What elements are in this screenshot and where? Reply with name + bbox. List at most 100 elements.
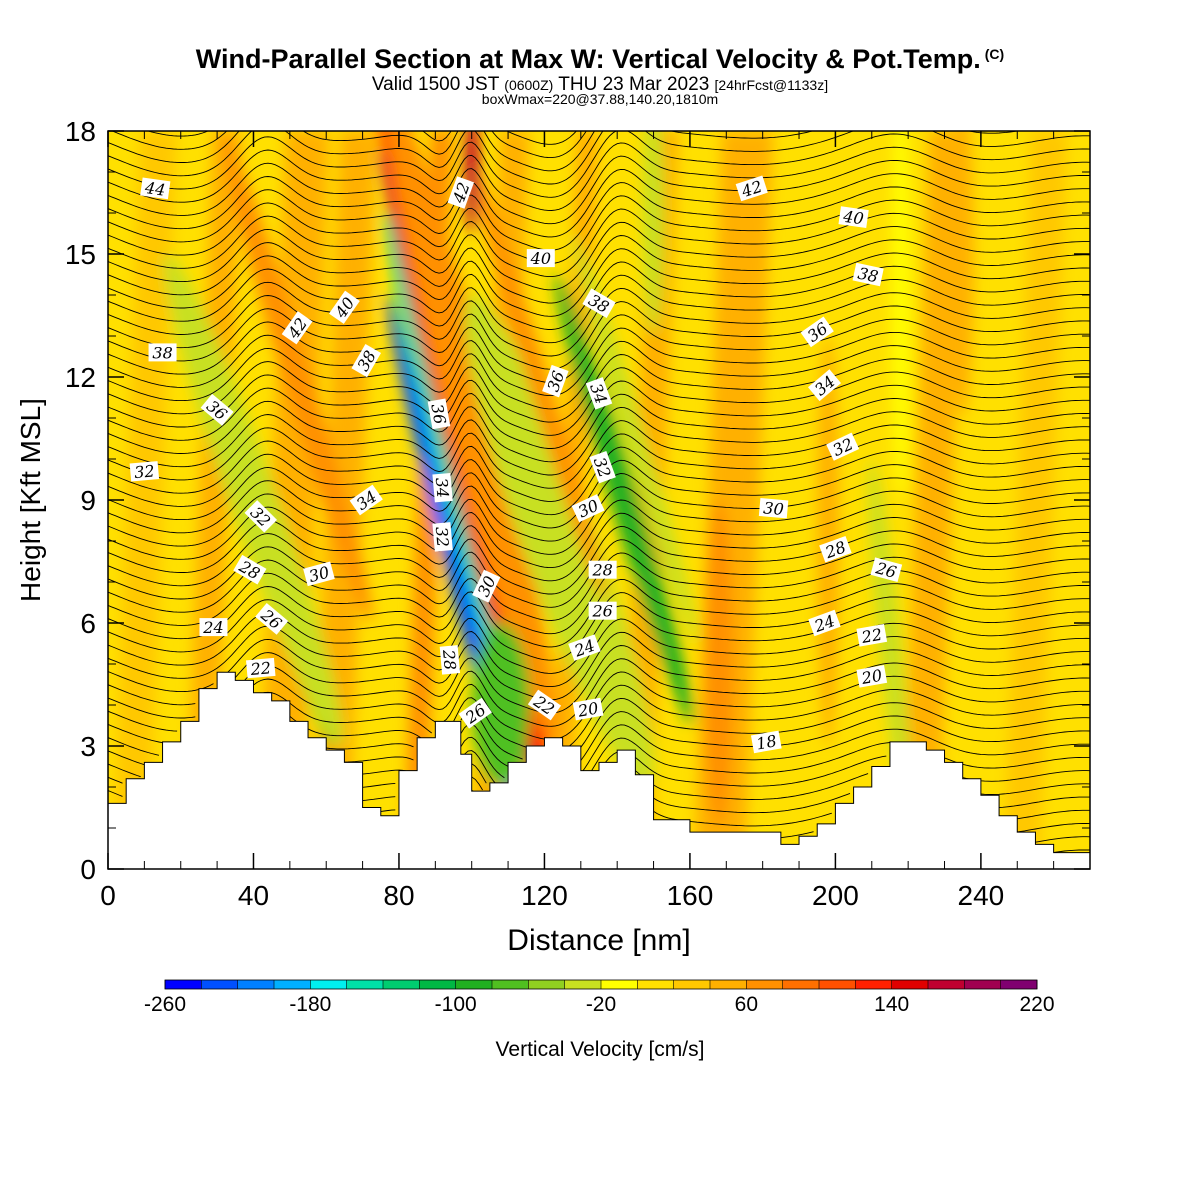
contour-label-box [585, 377, 613, 410]
contour-label-text: 32 [133, 461, 155, 482]
theta-contour-line [108, 711, 1090, 767]
contour-label-box [758, 498, 789, 519]
contour-label-box [140, 177, 171, 200]
contour-label: 26 [588, 601, 617, 621]
x-tick-label: 160 [667, 880, 714, 911]
colorbar-tick-label: 140 [874, 993, 909, 1016]
theta-contour-line [1053, 849, 1090, 853]
contour-label-box [281, 311, 313, 345]
theta-contour-line [108, 182, 1090, 251]
velocity-feature [464, 131, 479, 234]
contour-label-box [852, 262, 884, 287]
contour-label-text: 40 [841, 207, 865, 229]
colorbar-swatch [419, 980, 457, 989]
x-tick-label: 80 [383, 880, 414, 911]
colorbar-tick-label: -180 [289, 993, 331, 1016]
contour-label-text: 28 [591, 561, 612, 580]
contour-label-box [571, 494, 605, 523]
contour-label-box [303, 561, 335, 587]
velocity-feature [868, 459, 912, 828]
contour-label: 28 [439, 645, 461, 675]
contour-label-text: 18 [755, 731, 778, 753]
colorbar-tick-label: -260 [144, 993, 186, 1016]
contour-label: 28 [588, 560, 617, 580]
contour-label: 22 [856, 624, 888, 647]
valid-time-utc: (0600Z) [504, 77, 554, 93]
theta-contour-line [108, 261, 1090, 330]
contour-label-box [527, 689, 562, 721]
colorbar-swatch [564, 980, 602, 989]
contour-label: 32 [129, 461, 160, 482]
copyright-mark: (C) [984, 46, 1005, 62]
contour-label-box [148, 343, 177, 362]
colorbar-swatch [528, 980, 566, 989]
contour-label-text: 28 [439, 648, 460, 671]
velocity-feature [464, 295, 654, 787]
contour-label: 36 [427, 398, 451, 430]
contour-label-text: 32 [432, 526, 453, 548]
contour-label-box [856, 624, 888, 647]
contour-label-box [200, 393, 234, 426]
theta-contour-line [108, 671, 1090, 740]
colorbar-swatch [455, 980, 493, 989]
contour-label: 24 [808, 609, 841, 637]
contour-label-box [582, 288, 616, 318]
contour-label: 32 [432, 522, 453, 552]
contour-label-box [458, 697, 492, 729]
contour-label: 34 [432, 472, 453, 503]
velocity-feature [572, 233, 698, 644]
contour-label-box [808, 609, 841, 637]
x-tick-label: 240 [958, 880, 1005, 911]
theta-contour-line [108, 737, 1090, 786]
contour-label-box [807, 369, 842, 402]
contour-label-box [589, 450, 616, 484]
theta-contour-line [108, 131, 1090, 185]
contour-label-box [870, 557, 903, 583]
theta-contour-line [146, 131, 578, 145]
contour-label: 30 [303, 561, 335, 587]
contour-label-box [244, 500, 278, 533]
valid-date: THU 23 Mar 2023 [558, 74, 710, 95]
theta-contour-line [108, 697, 1090, 760]
contour-label-box [588, 601, 617, 620]
contour-label-text: 30 [307, 562, 332, 586]
theta-contour-line [543, 131, 557, 132]
theta-contour-line [108, 499, 1090, 569]
theta-contour-line [1035, 836, 1090, 843]
velocity-feature [817, 336, 840, 746]
contour-label: 22 [246, 657, 276, 679]
colorbar: -260 -180 -100 -20 60 140 220 [144, 979, 1055, 1016]
theta-contour-line [108, 235, 1090, 304]
contour-label-text: 36 [427, 402, 449, 425]
theta-contour-line [108, 406, 1090, 476]
contour-label-text: 44 [143, 178, 167, 200]
contour-label: 38 [148, 343, 177, 362]
contour-label: 20 [856, 665, 888, 688]
contour-label-box [199, 618, 228, 637]
contour-label-text: 38 [152, 343, 172, 362]
box-max-info: boxWmax=220@37.88,140.20,1810m [481, 91, 719, 107]
colorbar-tick-label: 220 [1019, 993, 1054, 1016]
contour-label-box [129, 461, 160, 482]
contour-label-box [826, 432, 860, 461]
y-tick-label: 0 [80, 854, 96, 885]
theta-contour-line [108, 525, 1090, 595]
colorbar-swatch [601, 980, 638, 989]
x-tick-label: 0 [100, 880, 116, 911]
velocity-feature [891, 131, 910, 500]
contour-label: 20 [572, 697, 604, 721]
theta-contour-line [108, 658, 1090, 727]
contour-label-text: 20 [576, 698, 600, 720]
contour-label-box [588, 560, 617, 579]
colorbar-swatch [637, 980, 675, 989]
theta-contour-line [523, 111, 570, 118]
colorbar-swatch [492, 980, 529, 989]
contour-label-text: 30 [763, 498, 785, 519]
theta-contour-line [108, 155, 1090, 225]
velocity-feature [642, 131, 665, 336]
velocity-band [1003, 131, 1068, 869]
x-tick-label: 40 [238, 880, 269, 911]
contour-label: 18 [750, 730, 782, 754]
contour-label-box [255, 603, 289, 635]
